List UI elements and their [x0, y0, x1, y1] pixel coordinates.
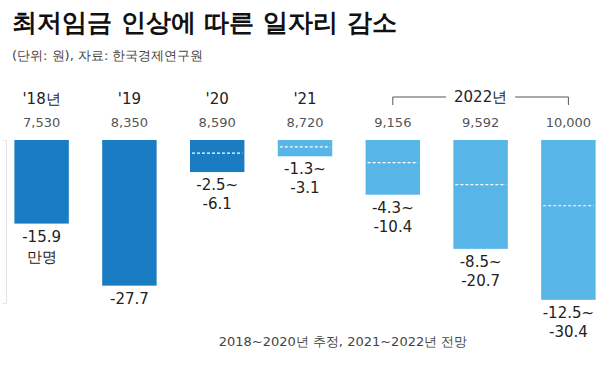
x-tick: '20: [206, 90, 229, 108]
y-tick-mark: [3, 140, 6, 141]
wage-label: 8,720: [286, 115, 323, 130]
wage-label: 9,592: [462, 115, 499, 130]
wage-label: 8,590: [199, 115, 236, 130]
x-tick-label: '21: [293, 90, 316, 108]
data-label: -2.5~: [196, 176, 238, 194]
range-start-line: [192, 153, 242, 154]
subtitle: (단위: 원), 자료: 한국경제연구원: [12, 48, 203, 63]
data-label: -8.5~: [460, 253, 502, 271]
bar: [14, 140, 68, 224]
group-label: 2022년: [454, 88, 507, 106]
bar: [278, 140, 332, 156]
data-label: -6.1: [203, 195, 232, 213]
note: 2018~2020년 추정, 2021~2022년 전망: [219, 334, 468, 349]
y-tick-mark: [3, 303, 6, 304]
x-tick: '18년: [22, 90, 60, 108]
unit-label: 만명: [27, 248, 57, 266]
bar: [190, 140, 244, 172]
plot-area: [14, 140, 595, 300]
title: 최저임금 인상에 따른 일자리 감소: [12, 8, 397, 37]
x-tick-label: '19: [118, 90, 141, 108]
bar: [366, 140, 420, 195]
data-label: -15.9: [22, 228, 61, 246]
wage-label: 9,156: [374, 115, 411, 130]
chart: 최저임금 인상에 따른 일자리 감소 (단위: 원), 자료: 한국경제연구원 '1…: [0, 0, 606, 365]
x-tick: '19: [118, 90, 141, 108]
y-axis-line: [3, 141, 7, 304]
y-tick: [3, 140, 6, 141]
wage-label: 8,350: [111, 115, 148, 130]
x-tick: '21: [293, 90, 316, 108]
data-label: -30.4: [549, 323, 588, 341]
bar: [541, 140, 595, 300]
range-start-line: [280, 146, 330, 147]
data-label: -12.5~: [543, 304, 594, 322]
wage-label: 7,530: [23, 115, 60, 130]
x-tick-label: '18년: [22, 90, 60, 108]
data-label: -27.7: [110, 290, 149, 308]
range-start-line: [543, 205, 593, 206]
data-label: -1.3~: [284, 160, 326, 178]
data-label: -4.3~: [372, 199, 414, 217]
data-label: -3.1: [290, 179, 319, 197]
range-start-line: [455, 184, 505, 185]
group-bracket: [393, 97, 569, 105]
data-label: -10.4: [373, 218, 412, 236]
range-start-line: [368, 162, 418, 163]
data-label: -20.7: [461, 272, 500, 290]
x-tick-label: '20: [206, 90, 229, 108]
y-tick: [3, 303, 6, 304]
bar: [453, 140, 507, 249]
y-axis: [3, 141, 7, 304]
wage-label: 10,000: [546, 115, 592, 130]
bar: [102, 140, 156, 286]
